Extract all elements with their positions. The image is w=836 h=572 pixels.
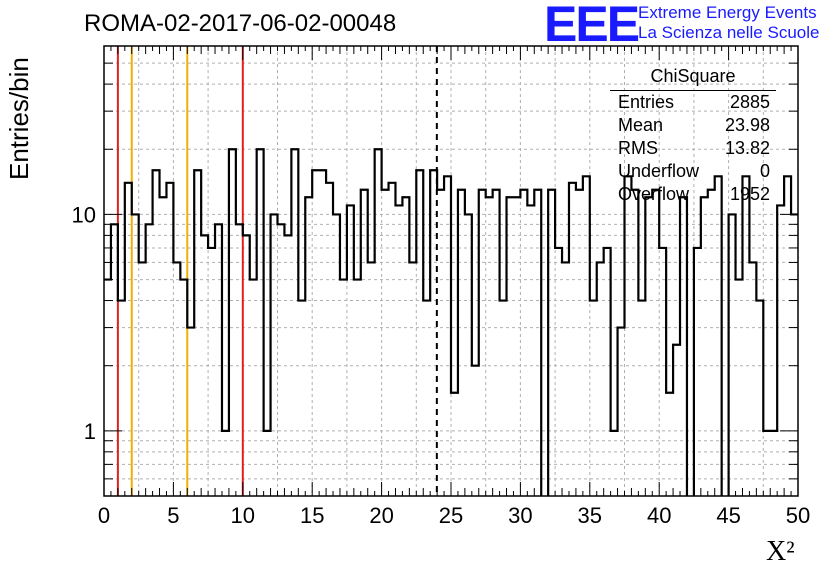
logo-line1: Extreme Energy Events: [638, 3, 817, 22]
x-tick-label: 5: [167, 503, 179, 528]
stats-row-underflow: Underflow 0: [610, 160, 776, 183]
stats-row-overflow: Overflow 1952: [610, 183, 776, 206]
stats-value: 2885: [729, 92, 770, 112]
x-axis-label: X²: [766, 536, 795, 567]
stats-value: 23.98: [724, 115, 770, 135]
x-tick-label: 0: [98, 503, 110, 528]
stats-row-entries: Entries 2885: [610, 91, 776, 114]
y-tick-label: 10: [72, 202, 96, 227]
x-tick-label: 45: [716, 503, 740, 528]
x-tick-label: 10: [231, 503, 255, 528]
chart-title: ROMA-02-2017-06-02-00048: [84, 10, 397, 37]
stats-box: ChiSquare Entries 2885 Mean 23.98 RMS 13…: [610, 66, 776, 206]
stats-value: 13.82: [724, 138, 770, 158]
histogram-bars: [104, 148, 798, 496]
eee-logo: EEE: [544, 0, 640, 52]
y-axis-label: Entries/bin: [4, 57, 34, 180]
stats-row-mean: Mean 23.98: [610, 114, 776, 137]
x-tick-label: 30: [508, 503, 532, 528]
x-tick-label: 35: [578, 503, 602, 528]
stats-label: Overflow: [618, 184, 690, 204]
x-tick-label: 40: [647, 503, 671, 528]
stats-row-rms: RMS 13.82: [610, 137, 776, 160]
x-tick-label: 50: [786, 503, 810, 528]
stats-value: 0: [759, 161, 770, 181]
stats-label: RMS: [618, 138, 658, 158]
stats-title: ChiSquare: [610, 66, 776, 91]
logo-line2: La Scienza nelle Scuole: [638, 23, 820, 42]
stats-label: Mean: [618, 115, 664, 135]
stats-label: Entries: [618, 92, 675, 112]
x-tick-label: 25: [439, 503, 463, 528]
x-tick-label: 20: [369, 503, 393, 528]
stats-value: 1952: [729, 184, 770, 204]
y-tick-label: 1: [84, 419, 96, 444]
stats-label: Underflow: [618, 161, 700, 181]
x-tick-label: 15: [300, 503, 324, 528]
